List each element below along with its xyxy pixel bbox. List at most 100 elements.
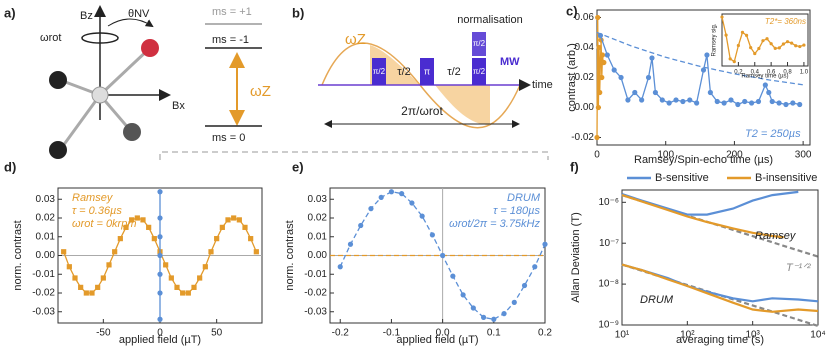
atom: [123, 123, 141, 141]
bond: [98, 46, 152, 97]
period-label: 2π/ωrot: [401, 104, 443, 118]
wz-label: ωZ: [250, 83, 271, 100]
point: [117, 236, 123, 242]
bz-label: Bz: [80, 10, 93, 22]
point: [704, 52, 710, 58]
y-tick-label: 0.01: [308, 231, 328, 242]
point: [112, 249, 118, 255]
point: [337, 264, 343, 270]
point: [157, 189, 163, 195]
x-tick-label: 10¹: [615, 330, 630, 341]
annotation: τ = 0.36µs: [72, 205, 122, 217]
point: [645, 74, 652, 81]
point: [174, 284, 180, 290]
point: [599, 74, 605, 81]
y-tick-label: 0.01: [36, 231, 56, 242]
annotation: Ramsey: [72, 192, 114, 204]
x-tick-label: 0.4: [751, 70, 760, 76]
x-tick-label: 10²: [680, 330, 695, 341]
y-tick-label: 0.00: [575, 102, 595, 113]
point: [157, 252, 163, 259]
point: [755, 98, 762, 105]
y-tick-label: 0.06: [575, 12, 595, 23]
x-axis-label: Ramsey time (µs): [741, 74, 788, 80]
point: [625, 97, 631, 103]
point: [761, 39, 765, 43]
wz-label: ωZ: [345, 31, 366, 48]
x-tick-label: 0: [157, 328, 163, 339]
x-tick-label: 0.0: [436, 328, 450, 339]
point: [753, 51, 757, 56]
point: [781, 42, 786, 46]
bx-label: Bx: [172, 100, 185, 112]
delay-label: τ/2: [447, 66, 461, 78]
point: [168, 275, 174, 281]
point: [231, 215, 237, 221]
x-tick-label: 0.2: [538, 328, 552, 339]
point: [532, 264, 538, 270]
point: [358, 222, 364, 229]
point: [253, 249, 259, 255]
series-line: [621, 263, 819, 313]
point: [368, 206, 374, 212]
point: [766, 89, 772, 96]
x-tick-label: 0.2: [734, 70, 743, 76]
point: [596, 44, 602, 51]
point: [735, 101, 741, 108]
point: [429, 232, 435, 238]
y-tick-label: -0.03: [304, 306, 327, 317]
point: [765, 37, 769, 41]
point: [89, 290, 95, 296]
x-tick-label: -50: [96, 328, 111, 339]
point: [501, 311, 507, 317]
point: [123, 224, 129, 230]
x-axis-label: applied field (µT): [396, 334, 478, 346]
annotation: Ramsey: [755, 230, 797, 242]
y-tick-label: 0.00: [36, 250, 56, 261]
theta-label: θNV: [128, 8, 150, 20]
point: [802, 43, 806, 47]
point: [732, 60, 736, 64]
point: [399, 191, 405, 197]
annotation: T2 = 250µs: [745, 128, 801, 140]
y-tick-label: 0.03: [36, 194, 56, 205]
chart: -50 0 50 -0.03 -0.02 -0.01 0.00 0.01 0.02 0.03 app…: [4, 159, 263, 346]
point: [61, 249, 67, 255]
point: [106, 262, 112, 268]
level-label: ms = -1: [212, 34, 249, 46]
pulse-label: π/2: [373, 67, 386, 76]
y-tick-label: 0.02: [575, 72, 595, 83]
point: [724, 33, 728, 37]
point: [140, 217, 146, 223]
panel-label: d): [4, 159, 16, 174]
point: [78, 284, 84, 290]
x-axis-label: averaging time (s): [676, 334, 764, 346]
point: [151, 236, 157, 242]
legend-label: B-insensitive: [755, 172, 817, 184]
point: [680, 98, 686, 105]
pulse: [372, 58, 386, 85]
point: [157, 215, 163, 221]
x-tick-label: -0.2: [332, 328, 350, 339]
point: [714, 98, 720, 105]
point: [649, 55, 655, 61]
atom: [49, 141, 67, 159]
point: [100, 275, 106, 281]
y-axis-label: norm. contrast: [12, 220, 24, 290]
annotation: ωrot/2π = 3.75kHz: [449, 218, 540, 230]
delay-label: τ/2: [397, 66, 411, 78]
point: [798, 44, 802, 49]
point: [66, 264, 72, 270]
point: [742, 98, 748, 105]
point: [687, 97, 693, 103]
point: [378, 194, 384, 200]
y-tick-label: 0.02: [36, 213, 56, 224]
point: [604, 52, 610, 58]
panel-label: c): [566, 3, 578, 18]
bond: [58, 94, 102, 151]
y-tick-label: 0.02: [308, 213, 328, 224]
point: [639, 97, 645, 103]
annotation: T⁻¹ᐟ²: [786, 262, 811, 274]
annotation: DRUM: [507, 192, 541, 204]
x-tick-label: 10⁴: [810, 330, 825, 341]
